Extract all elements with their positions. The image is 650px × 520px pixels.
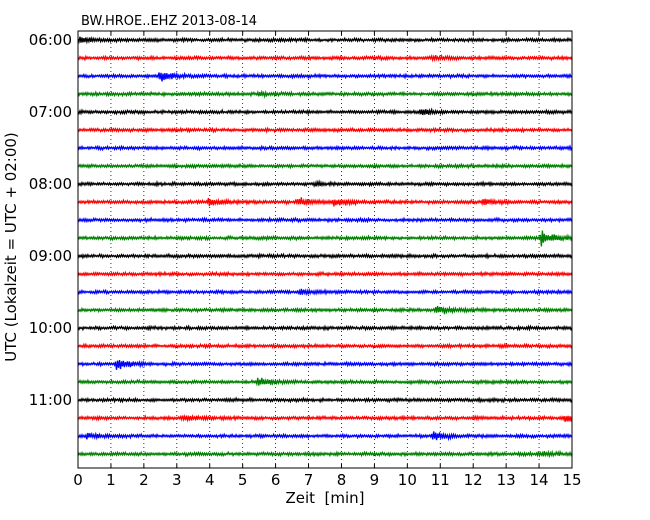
trace-0845 — [77, 230, 573, 247]
grid-lines — [110, 31, 540, 468]
trace-0745 — [77, 162, 573, 170]
trace-0830 — [77, 216, 573, 224]
x-tick-label: 1 — [106, 471, 116, 489]
x-tick-label: 7 — [304, 471, 314, 489]
x-tick-label: 14 — [530, 471, 549, 489]
x-tick-label: 2 — [139, 471, 149, 489]
x-axis-ticks: 0 1 2 3 4 5 6 7 8 9 10 11 12 13 14 15 — [73, 31, 582, 489]
trace-1100 — [77, 396, 573, 404]
trace-0715 — [77, 126, 573, 134]
trace-0815 — [77, 197, 573, 207]
x-tick-label: 3 — [172, 471, 182, 489]
x-tick-label: 0 — [73, 471, 83, 489]
trace-1145 — [77, 449, 573, 459]
x-tick-label: 12 — [464, 471, 483, 489]
y-tick-label: 10:00 — [29, 319, 72, 337]
trace-1115 — [77, 413, 573, 423]
x-tick-label: 15 — [562, 471, 581, 489]
trace-0630 — [77, 71, 573, 82]
trace-0915 — [77, 270, 573, 278]
trace-0900 — [77, 252, 573, 260]
x-tick-label: 10 — [398, 471, 417, 489]
y-tick-label: 08:00 — [29, 175, 72, 193]
y-tick-label: 06:00 — [29, 31, 72, 49]
trace-0730 — [77, 144, 573, 152]
y-tick-label: 11:00 — [29, 391, 72, 409]
trace-1130 — [77, 431, 573, 442]
trace-1045 — [77, 377, 573, 387]
chart-title: BW.HROE..EHZ 2013-08-14 — [81, 14, 257, 29]
x-tick-label: 9 — [370, 471, 380, 489]
trace-0930 — [77, 287, 573, 297]
x-axis-label: Zeit [min] — [285, 489, 364, 507]
y-axis-ticks: 06:00 07:00 08:00 09:00 10:00 11:00 — [29, 31, 82, 409]
trace-0615 — [77, 53, 573, 63]
trace-1000 — [77, 324, 573, 332]
trace-0645 — [77, 89, 573, 99]
trace-0800 — [77, 179, 573, 188]
y-axis-label: UTC (Lokalzeit = UTC + 02:00) — [2, 132, 20, 362]
plot-frame — [77, 30, 573, 469]
trace-1030 — [77, 359, 573, 370]
trace-lines — [77, 35, 573, 459]
x-tick-label: 13 — [497, 471, 516, 489]
y-tick-label: 07:00 — [29, 103, 72, 121]
x-tick-label: 11 — [431, 471, 450, 489]
trace-0945 — [77, 305, 573, 315]
x-tick-label: 5 — [238, 471, 248, 489]
trace-0600 — [77, 35, 573, 45]
x-tick-label: 4 — [205, 471, 215, 489]
x-tick-label: 6 — [271, 471, 281, 489]
y-tick-label: 09:00 — [29, 247, 72, 265]
trace-1015 — [77, 342, 573, 350]
x-tick-label: 8 — [337, 471, 347, 489]
trace-0700 — [77, 107, 573, 116]
